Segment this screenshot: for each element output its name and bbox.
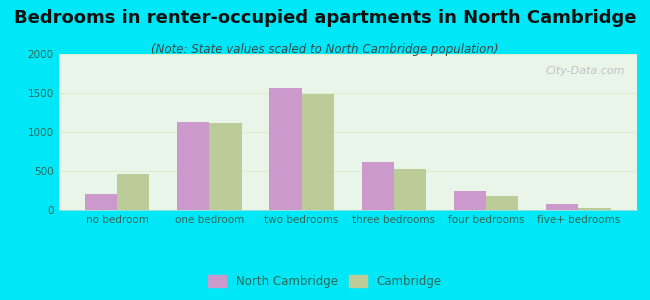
Bar bbox=[578, 208, 611, 210]
Bar bbox=[394, 169, 426, 210]
Bar bbox=[209, 123, 242, 210]
Bar bbox=[302, 94, 334, 210]
Bar bbox=[546, 204, 578, 210]
Bar bbox=[486, 196, 519, 210]
Bar bbox=[177, 122, 209, 210]
Bar bbox=[361, 162, 394, 210]
Bar bbox=[269, 88, 302, 210]
Text: Bedrooms in renter-occupied apartments in North Cambridge: Bedrooms in renter-occupied apartments i… bbox=[14, 9, 636, 27]
Bar bbox=[117, 174, 150, 210]
Bar bbox=[454, 191, 486, 210]
Bar bbox=[84, 194, 117, 210]
Legend: North Cambridge, Cambridge: North Cambridge, Cambridge bbox=[205, 271, 445, 291]
Text: City-Data.com: City-Data.com bbox=[546, 67, 625, 76]
Text: (Note: State values scaled to North Cambridge population): (Note: State values scaled to North Camb… bbox=[151, 44, 499, 56]
